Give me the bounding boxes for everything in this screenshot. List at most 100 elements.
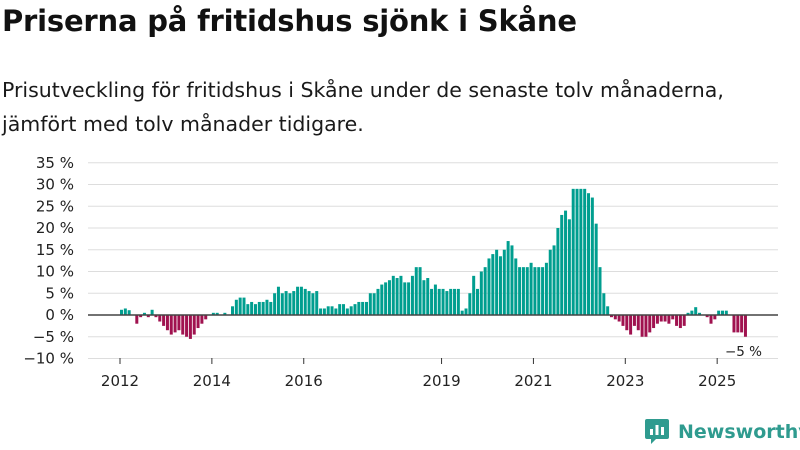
bar bbox=[322, 308, 326, 315]
bar bbox=[426, 278, 430, 315]
bar bbox=[724, 310, 728, 315]
bar bbox=[196, 315, 200, 329]
bar bbox=[740, 315, 744, 333]
bar bbox=[353, 304, 357, 316]
bar bbox=[204, 315, 208, 320]
bar bbox=[721, 310, 724, 315]
bar bbox=[606, 306, 610, 315]
y-tick-label: 10 % bbox=[36, 263, 74, 281]
bar bbox=[732, 315, 736, 333]
bar bbox=[142, 312, 146, 315]
bar bbox=[234, 299, 238, 315]
bar bbox=[541, 267, 545, 315]
bar bbox=[391, 275, 395, 315]
bar bbox=[709, 315, 713, 324]
bar bbox=[690, 310, 694, 315]
bar bbox=[613, 315, 617, 320]
bar bbox=[479, 271, 483, 315]
bar bbox=[625, 315, 629, 331]
grid-lines bbox=[88, 162, 778, 359]
bar bbox=[181, 315, 185, 335]
bar bbox=[326, 306, 330, 315]
bar bbox=[675, 315, 679, 326]
bar bbox=[345, 308, 349, 315]
bar bbox=[491, 254, 495, 315]
bar bbox=[269, 301, 273, 315]
bar bbox=[640, 315, 644, 337]
bar bbox=[139, 315, 143, 318]
bar bbox=[678, 315, 682, 329]
bar-series bbox=[120, 188, 747, 339]
bar bbox=[253, 304, 257, 316]
y-tick-label: 35 % bbox=[36, 154, 74, 172]
bar bbox=[487, 258, 491, 315]
bar bbox=[579, 188, 583, 315]
bar bbox=[169, 315, 173, 335]
annotations: −5 % bbox=[725, 344, 762, 360]
bar bbox=[629, 315, 633, 335]
bar bbox=[307, 291, 311, 315]
bar bbox=[407, 282, 411, 316]
bar bbox=[338, 304, 342, 316]
y-tick-label: −5 % bbox=[33, 328, 74, 346]
bar bbox=[587, 193, 591, 315]
x-tick-label: 2025 bbox=[698, 372, 736, 390]
x-tick-label: 2021 bbox=[514, 372, 552, 390]
bar bbox=[162, 315, 166, 326]
bar bbox=[682, 315, 686, 326]
x-axis-ticks: 2012 2014 2016 2019 2021 2023 2025 bbox=[101, 358, 736, 390]
bar bbox=[567, 219, 571, 315]
bar bbox=[686, 312, 690, 315]
x-tick-label: 2012 bbox=[101, 372, 139, 390]
bar bbox=[453, 288, 457, 315]
bar bbox=[644, 315, 648, 337]
bar bbox=[476, 288, 479, 315]
x-tick-label: 2014 bbox=[193, 372, 231, 390]
bar bbox=[456, 288, 460, 315]
bar bbox=[518, 267, 522, 315]
bar bbox=[123, 308, 127, 315]
bar bbox=[414, 267, 418, 315]
bar bbox=[296, 286, 300, 315]
bar bbox=[583, 188, 587, 315]
bar bbox=[743, 315, 747, 337]
bar bbox=[663, 315, 667, 322]
bar bbox=[242, 297, 246, 315]
bar bbox=[158, 315, 162, 322]
bar bbox=[315, 291, 319, 315]
bar bbox=[422, 280, 426, 315]
bar bbox=[177, 315, 181, 331]
bar bbox=[483, 267, 487, 315]
bar bbox=[250, 301, 254, 315]
bar bbox=[342, 304, 346, 316]
bar bbox=[609, 315, 613, 318]
bar bbox=[575, 188, 579, 315]
bar bbox=[376, 288, 380, 315]
bar bbox=[395, 278, 399, 315]
bar bbox=[533, 267, 537, 315]
bar bbox=[280, 293, 284, 315]
bar bbox=[437, 288, 441, 315]
bar bbox=[694, 307, 698, 315]
bar bbox=[399, 275, 403, 315]
bar bbox=[590, 197, 594, 315]
bar bbox=[334, 308, 338, 315]
bar bbox=[246, 304, 250, 316]
bar bbox=[292, 291, 296, 315]
bar bbox=[150, 309, 154, 315]
bar bbox=[303, 288, 307, 315]
bar bbox=[521, 267, 525, 315]
bar bbox=[364, 301, 368, 315]
bar bbox=[705, 315, 709, 318]
bar bbox=[498, 256, 502, 315]
y-tick-label: 0 % bbox=[45, 306, 74, 324]
bar bbox=[698, 312, 702, 315]
bar bbox=[441, 288, 445, 315]
bar bbox=[525, 267, 529, 315]
bar bbox=[655, 315, 659, 324]
x-tick-label: 2023 bbox=[606, 372, 644, 390]
bar bbox=[276, 286, 280, 315]
bar bbox=[311, 293, 315, 315]
y-tick-label: 20 % bbox=[36, 219, 74, 237]
bar bbox=[506, 241, 510, 315]
